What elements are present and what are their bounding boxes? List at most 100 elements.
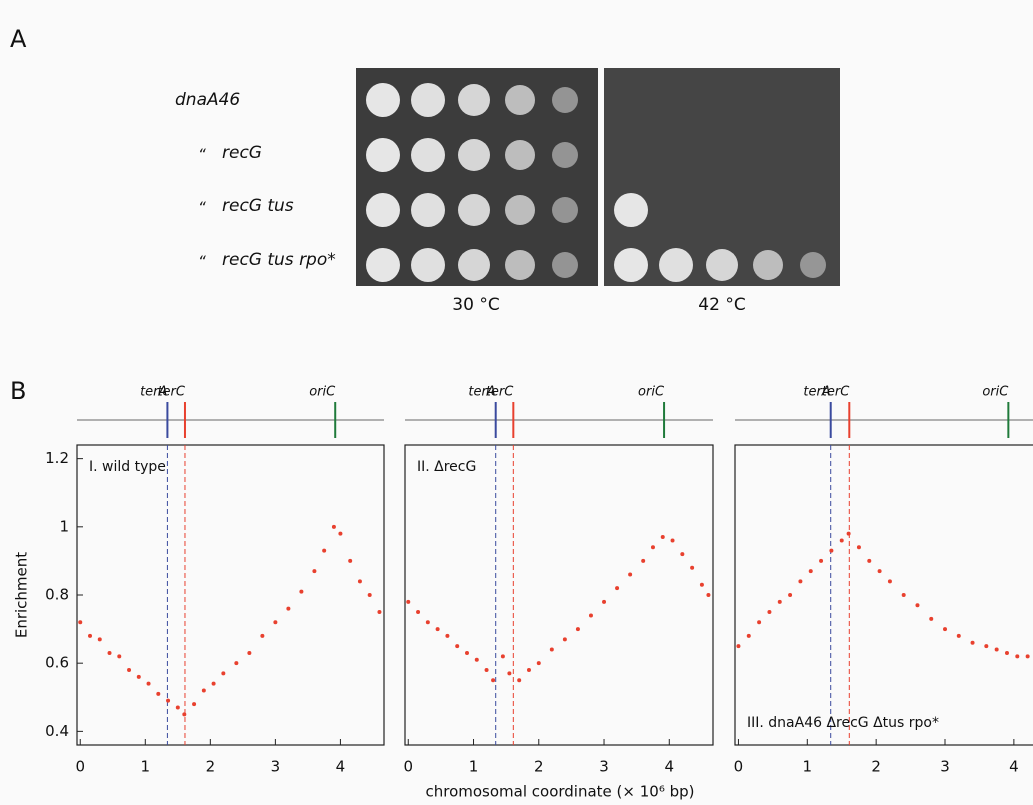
- data-point: [757, 620, 762, 625]
- data-point: [641, 558, 646, 563]
- plot-area: [404, 444, 714, 746]
- colony: [458, 194, 490, 226]
- data-point: [425, 620, 430, 625]
- data-point: [416, 610, 421, 615]
- colony: [659, 248, 693, 282]
- colony: [614, 193, 648, 227]
- data-point: [660, 535, 665, 540]
- data-point: [136, 674, 141, 679]
- colony: [366, 193, 400, 227]
- data-point: [234, 661, 239, 666]
- colony: [411, 193, 445, 227]
- temperature-label: 30 °C: [452, 295, 499, 315]
- panel-title: III. dnaA46 ΔrecG Δtus rpo*: [747, 715, 939, 731]
- x-tick-label: 0: [75, 758, 85, 776]
- data-point: [166, 698, 171, 703]
- colony: [614, 248, 648, 282]
- data-point: [526, 668, 531, 672]
- data-point: [746, 633, 751, 638]
- x-tick-label: 3: [599, 758, 609, 776]
- colony: [411, 83, 445, 117]
- data-point: [221, 671, 226, 676]
- plot-area: [76, 444, 385, 746]
- data-point: [464, 650, 469, 655]
- x-tick-label: 1: [803, 758, 813, 776]
- data-point: [615, 586, 620, 591]
- y-axis-label: Enrichment: [13, 552, 31, 638]
- data-point: [348, 558, 353, 563]
- data-point: [819, 558, 824, 563]
- marker-label: oriC: [982, 385, 1009, 400]
- data-point: [322, 548, 327, 553]
- data-point: [78, 620, 83, 625]
- data-point: [736, 644, 741, 649]
- colony: [552, 197, 578, 223]
- data-point: [549, 647, 554, 652]
- data-point: [312, 569, 317, 574]
- marker-label: terC: [822, 385, 850, 400]
- data-point: [929, 616, 934, 621]
- data-point: [406, 599, 411, 604]
- strain-label: dnaA46: [175, 90, 240, 110]
- data-point: [829, 548, 834, 553]
- data-point: [201, 688, 206, 693]
- data-point: [699, 582, 704, 587]
- data-point: [484, 668, 489, 672]
- data-point: [377, 610, 382, 615]
- colony: [411, 138, 445, 172]
- y-tick-label: 1: [59, 517, 69, 535]
- y-tick-label: 0.8: [45, 586, 69, 604]
- data-point: [984, 644, 989, 649]
- data-point: [491, 678, 496, 683]
- y-tick-label: 0.6: [45, 654, 69, 672]
- data-point: [455, 644, 460, 649]
- y-tick-label: 0.4: [45, 722, 69, 740]
- strain-label: recG: [222, 143, 262, 163]
- temperature-label: 42 °C: [698, 295, 745, 315]
- data-point: [588, 613, 593, 618]
- data-point: [767, 610, 772, 615]
- colony: [552, 252, 578, 278]
- colony: [505, 250, 535, 280]
- colony: [366, 138, 400, 172]
- marker-label: terC: [486, 385, 514, 400]
- x-axis-label: chromosomal coordinate (× 10⁶ bp): [425, 783, 694, 801]
- data-point: [706, 593, 711, 597]
- colony: [458, 249, 490, 281]
- x-tick-label: 1: [141, 758, 151, 776]
- colony: [505, 85, 535, 115]
- marker-label: oriC: [638, 385, 665, 400]
- marker-label: terA: [468, 385, 495, 400]
- colony: [366, 83, 400, 117]
- data-point: [887, 579, 892, 584]
- data-point: [182, 712, 187, 717]
- data-point: [192, 702, 197, 707]
- marker-label: terA: [803, 385, 830, 400]
- panel-label: A: [10, 25, 27, 53]
- marker-label: terA: [140, 385, 167, 400]
- data-point: [247, 650, 252, 655]
- x-tick-label: 2: [206, 758, 216, 776]
- data-point: [1025, 654, 1030, 659]
- data-point: [474, 657, 479, 662]
- x-tick-label: 2: [534, 758, 544, 776]
- data-point: [97, 637, 102, 642]
- ditto: “: [198, 253, 206, 271]
- data-point: [507, 671, 512, 676]
- colony: [505, 140, 535, 170]
- data-point: [680, 552, 685, 557]
- data-point: [536, 661, 541, 666]
- data-point: [943, 627, 948, 632]
- data-point: [88, 633, 93, 638]
- data-point: [435, 627, 440, 632]
- panel-title: II. ΔrecG: [417, 459, 476, 475]
- colony: [458, 139, 490, 171]
- data-point: [670, 538, 675, 543]
- colony: [753, 250, 783, 280]
- x-tick-label: 4: [1009, 758, 1019, 776]
- data-point: [299, 589, 304, 594]
